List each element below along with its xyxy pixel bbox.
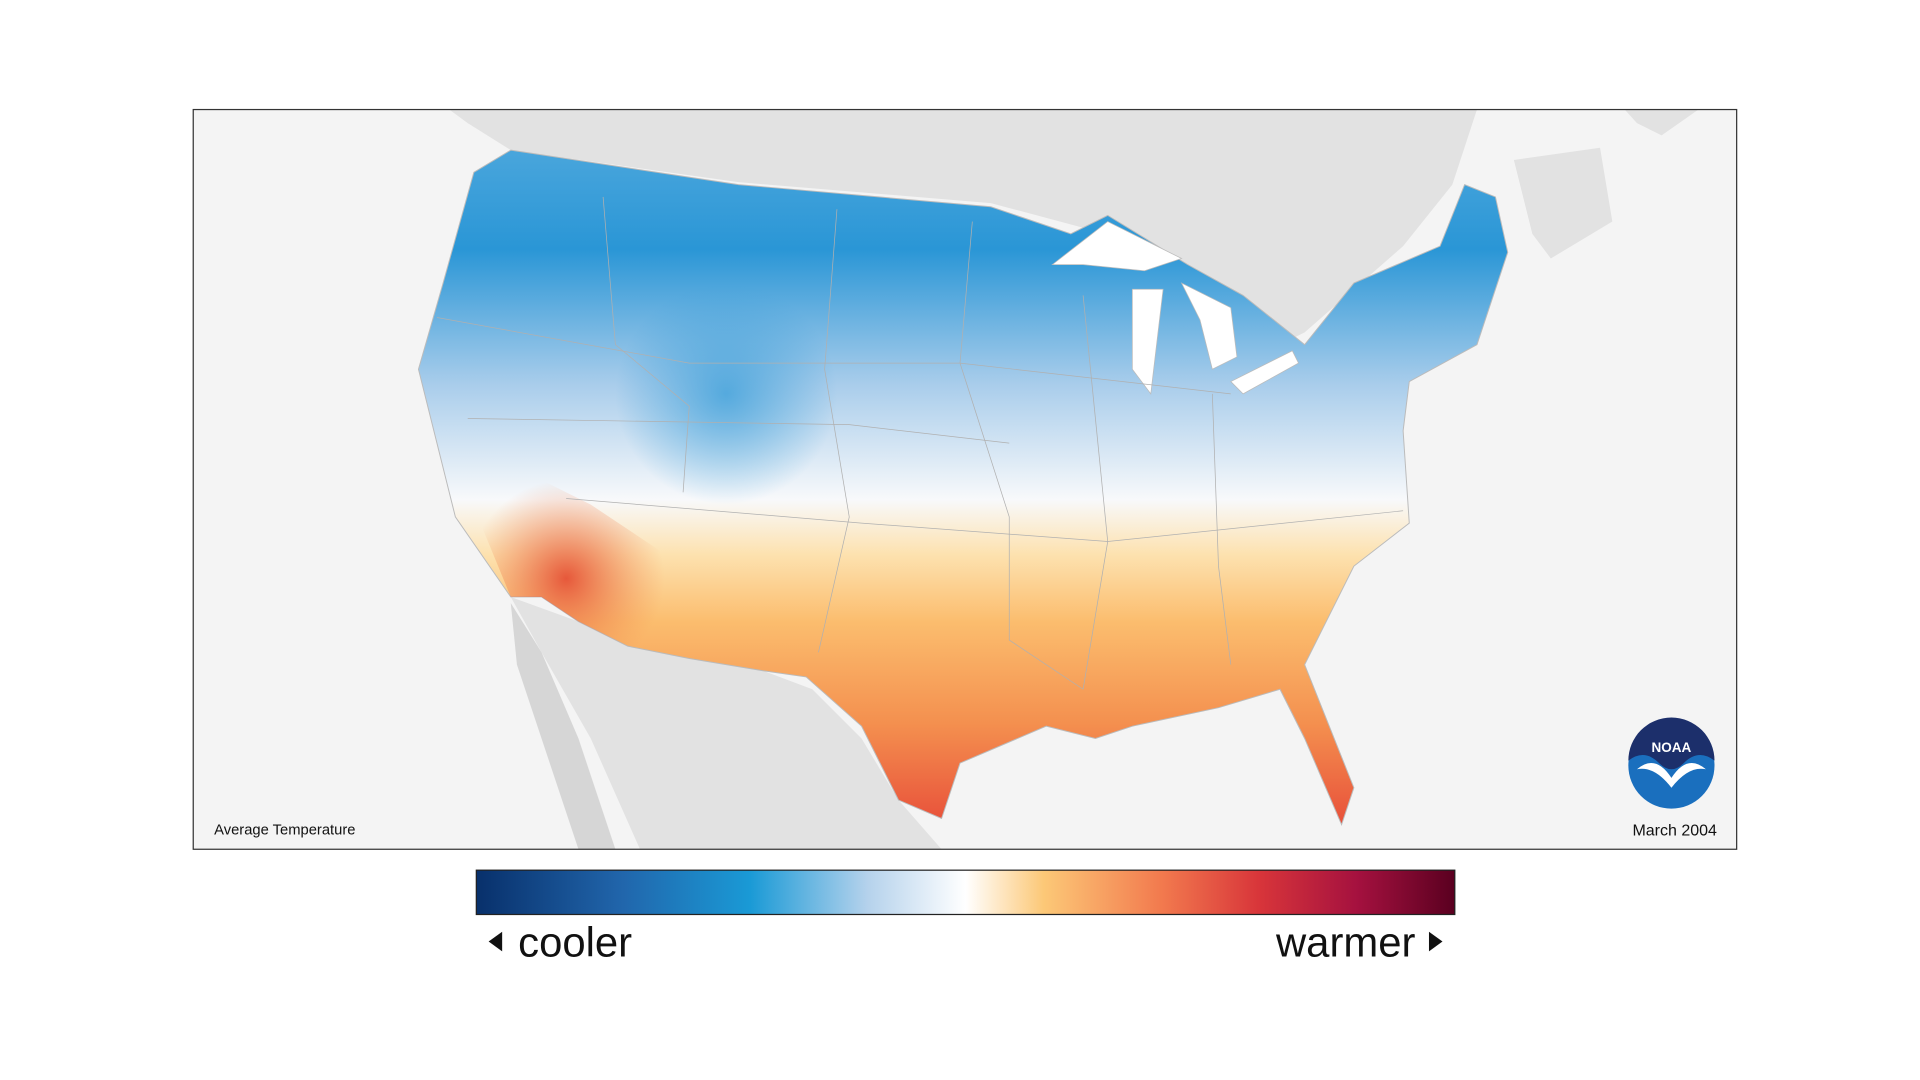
legend-high: warmer [1275,918,1416,965]
map-layer: Average Temperature March 2004 NOAA cool… [192,108,1738,965]
cold-rockies [615,283,837,505]
color-scale [475,869,1456,916]
great-lakes [1051,221,1299,395]
warmer-arrow [1428,931,1443,952]
map-frame [192,108,1738,850]
legend-low: cooler [518,918,632,965]
hot-southwest [467,467,690,659]
map-caption: Average Temperature [214,822,355,838]
noaa-logo: NOAA [1628,717,1715,809]
cooler-arrow [488,931,503,952]
state-borders [436,196,1404,690]
logo-text: NOAA [1652,740,1692,755]
map-date: March 2004 [1632,823,1717,840]
